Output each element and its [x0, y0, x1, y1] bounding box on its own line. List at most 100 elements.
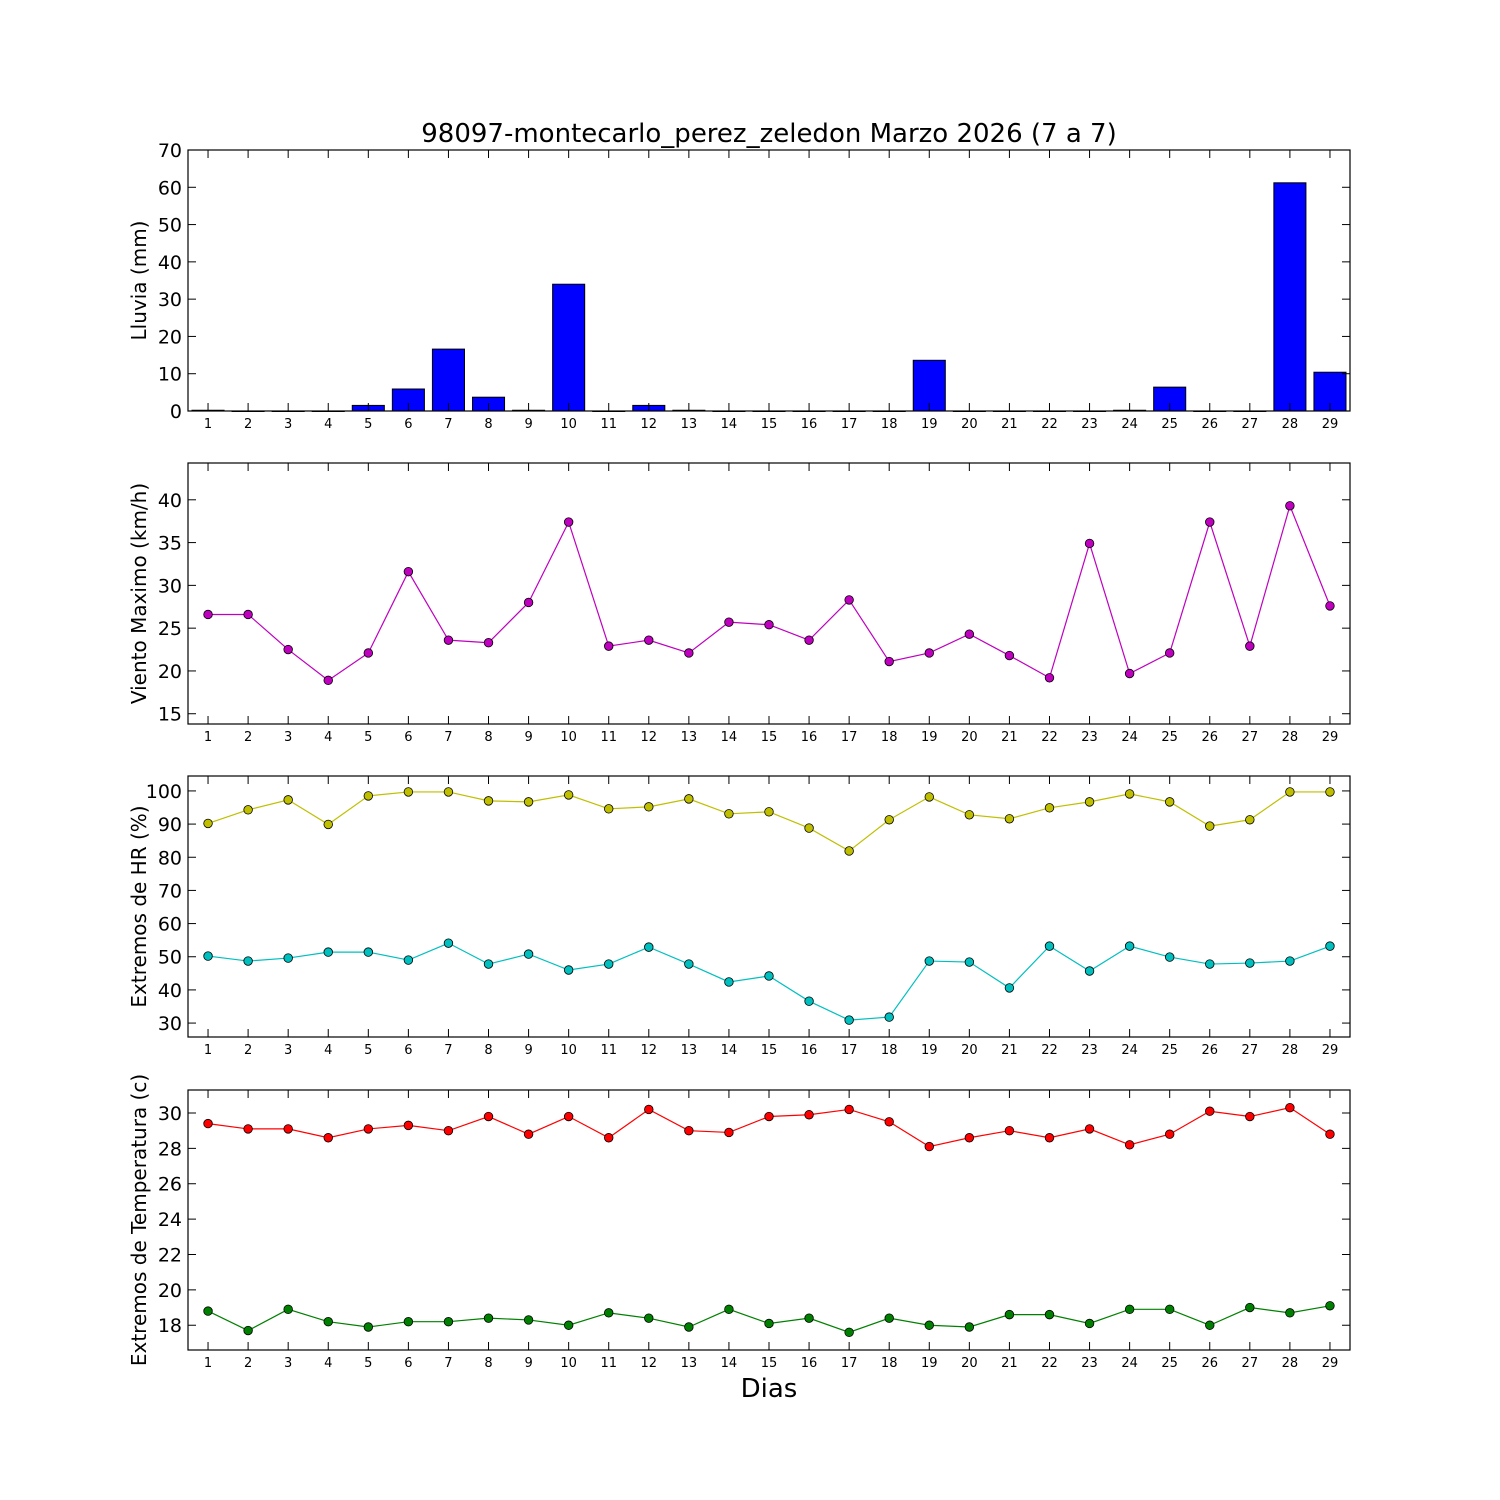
x-tick-label: 12 — [641, 1043, 658, 1058]
bar-day-10 — [552, 283, 586, 412]
x-tick-label: 10 — [560, 1043, 577, 1058]
data-point-day-11 — [604, 804, 614, 814]
data-point-day-11 — [604, 959, 614, 969]
data-point-day-15 — [764, 807, 774, 817]
data-point-day-9 — [523, 597, 534, 608]
data-point-day-7 — [443, 938, 454, 948]
x-tick-label: 15 — [761, 1043, 778, 1058]
x-tick-label: 29 — [1322, 730, 1339, 745]
data-point-day-7 — [443, 1125, 454, 1136]
x-tick-label: 10 — [560, 730, 577, 745]
data-point-day-12 — [644, 635, 654, 645]
y-tick-label: 40 — [158, 980, 182, 1002]
data-point-day-16 — [804, 996, 814, 1006]
data-point-day-26 — [1205, 1320, 1215, 1330]
y-tick-label: 30 — [158, 1013, 182, 1035]
data-point-day-14 — [724, 1304, 734, 1315]
x-tick-label: 3 — [284, 730, 292, 745]
data-point-day-11 — [604, 641, 614, 651]
x-tick-label: 15 — [761, 730, 778, 745]
x-tick-label: 1 — [204, 1043, 212, 1058]
x-tick-label: 3 — [284, 1356, 292, 1371]
x-tick-label: 21 — [1001, 1356, 1018, 1371]
x-tick-label: 5 — [364, 730, 372, 745]
y-tick-label: 70 — [158, 880, 182, 902]
x-tick-label: 10 — [560, 417, 577, 432]
y-tick-label: 30 — [158, 289, 182, 311]
x-tick-label: 12 — [641, 1356, 658, 1371]
data-point-day-17 — [844, 1104, 854, 1115]
data-point-day-1 — [203, 1118, 213, 1129]
x-tick-label: 6 — [404, 1356, 412, 1371]
data-point-day-25 — [1164, 1129, 1175, 1139]
x-tick-label: 19 — [921, 730, 938, 745]
x-tick-label: 5 — [364, 417, 372, 432]
x-tick-label: 19 — [921, 417, 938, 432]
data-point-day-20 — [964, 1133, 975, 1143]
x-tick-label: 6 — [404, 417, 412, 432]
y-tick-label: 28 — [158, 1138, 182, 1160]
data-point-day-1 — [203, 818, 213, 829]
data-point-day-29 — [1325, 1301, 1335, 1311]
x-tick-label: 21 — [1001, 730, 1018, 745]
x-tick-label: 10 — [560, 1356, 577, 1371]
data-point-day-5 — [363, 648, 374, 658]
x-tick-label: 29 — [1322, 417, 1339, 432]
x-tick-label: 2 — [244, 1043, 252, 1058]
data-point-day-26 — [1205, 821, 1215, 831]
x-tick-label: 7 — [444, 417, 452, 432]
data-point-day-5 — [363, 947, 374, 957]
x-tick-label: 2 — [244, 417, 252, 432]
x-tick-label: 3 — [284, 417, 292, 432]
data-point-day-6 — [403, 566, 414, 577]
data-point-day-29 — [1325, 1129, 1335, 1139]
data-point-day-14 — [724, 617, 734, 627]
x-tick-label: 22 — [1041, 1043, 1058, 1058]
x-tick-label: 1 — [204, 417, 212, 432]
x-tick-label: 18 — [881, 730, 898, 745]
x-tick-label: 11 — [600, 1043, 617, 1058]
data-point-day-18 — [884, 1012, 894, 1022]
data-point-day-14 — [724, 1127, 734, 1138]
x-tick-label: 1 — [204, 730, 212, 745]
x-axis-label: Dias — [741, 1374, 798, 1404]
y-tick-label: 30 — [158, 1103, 182, 1125]
data-point-day-21 — [1004, 650, 1015, 661]
x-tick-label: 13 — [681, 417, 698, 432]
x-tick-label: 26 — [1201, 417, 1218, 432]
data-point-day-12 — [644, 942, 654, 952]
data-point-day-15 — [764, 1318, 774, 1329]
y-tick-label: 35 — [158, 533, 182, 555]
data-point-day-20 — [964, 1322, 975, 1332]
data-point-day-9 — [523, 1129, 534, 1139]
data-point-day-8 — [483, 796, 494, 806]
data-point-day-18 — [884, 1313, 894, 1323]
data-point-day-21 — [1004, 814, 1015, 824]
data-point-day-5 — [363, 1322, 374, 1332]
y-tick-label: 80 — [158, 847, 182, 869]
data-point-day-14 — [724, 977, 734, 987]
y-tick-label: 100 — [146, 781, 182, 803]
x-tick-label: 26 — [1201, 1043, 1218, 1058]
data-point-day-15 — [764, 620, 774, 630]
data-point-day-27 — [1245, 958, 1255, 968]
data-point-day-4 — [323, 1317, 333, 1327]
data-point-day-29 — [1325, 787, 1335, 797]
data-point-day-24 — [1124, 1140, 1135, 1150]
data-point-day-6 — [403, 1120, 414, 1131]
data-point-day-11 — [604, 1308, 614, 1318]
x-tick-label: 2 — [244, 1356, 252, 1371]
x-tick-label: 23 — [1081, 730, 1098, 745]
data-point-day-9 — [523, 1315, 534, 1325]
data-point-day-17 — [844, 1015, 854, 1025]
y-tick-label: 0 — [170, 401, 182, 423]
x-tick-label: 7 — [444, 1356, 452, 1371]
x-tick-label: 20 — [961, 1043, 978, 1058]
x-tick-label: 5 — [364, 1356, 372, 1371]
data-point-day-24 — [1124, 1304, 1135, 1315]
y-tick-label: 10 — [158, 364, 182, 386]
data-point-day-2 — [243, 1124, 253, 1134]
